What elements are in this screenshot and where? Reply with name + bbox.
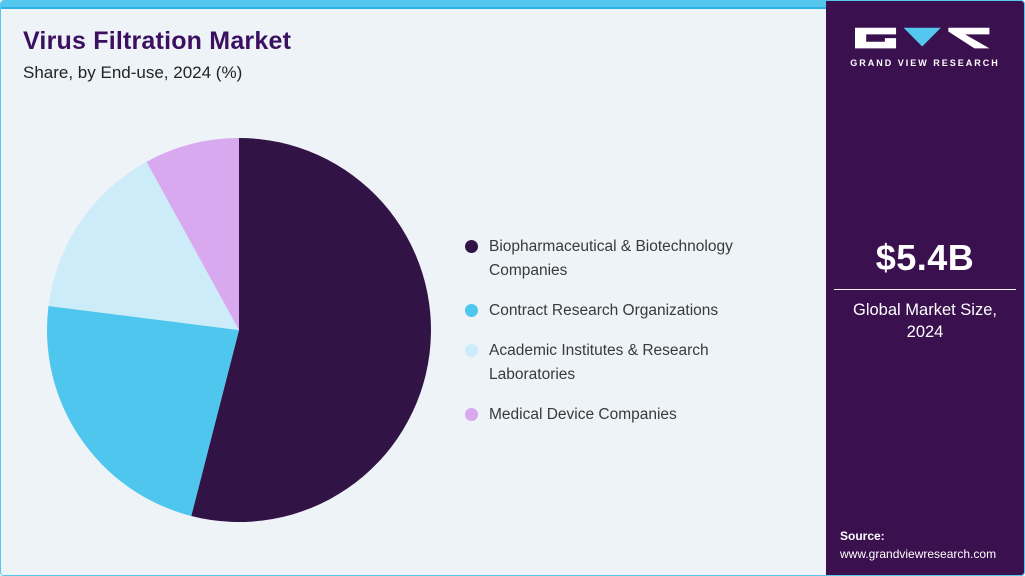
legend-item: Contract Research Organizations xyxy=(465,299,765,323)
page-subtitle: Share, by End-use, 2024 (%) xyxy=(23,63,243,82)
legend-item: Biopharmaceutical & Biotechnology Compan… xyxy=(465,235,765,283)
market-size-label: Global Market Size, 2024 xyxy=(853,301,997,342)
pie-chart xyxy=(46,138,431,522)
grandview-logo: GRAND VIEW RESEARCH xyxy=(826,27,1024,68)
legend-dot-icon xyxy=(465,408,478,421)
page-title: Virus Filtration Market xyxy=(23,27,292,55)
pie-slice-2 xyxy=(48,161,240,330)
chart-area: Virus Filtration Market Share, by End-us… xyxy=(1,1,826,575)
top-accent-bar xyxy=(1,1,826,9)
legend-dot-icon xyxy=(465,240,478,253)
grandview-logo-icon xyxy=(855,27,990,49)
brand-sidebar: GRAND VIEW RESEARCH $5.4B Global Market … xyxy=(826,1,1024,575)
legend-label: Biopharmaceutical & Biotechnology Compan… xyxy=(489,238,733,279)
chart-legend: Biopharmaceutical & Biotechnology Compan… xyxy=(465,235,765,427)
source-block: Source: www.grandviewresearch.com xyxy=(840,528,996,563)
legend-label: Academic Institutes & Research Laborator… xyxy=(489,342,709,383)
header: Virus Filtration Market Share, by End-us… xyxy=(23,27,291,83)
pie-slice-0 xyxy=(191,138,431,522)
legend-item: Medical Device Companies xyxy=(465,403,765,427)
pie-slice-3 xyxy=(146,138,239,330)
brand-name: GRAND VIEW RESEARCH xyxy=(850,58,1000,68)
market-size-value: $5.4B xyxy=(875,237,975,278)
source-label: Source: xyxy=(840,529,885,544)
pie-slice-1 xyxy=(46,305,240,516)
legend-item: Academic Institutes & Research Laborator… xyxy=(465,339,765,387)
legend-label: Medical Device Companies xyxy=(489,406,677,423)
divider xyxy=(834,289,1016,290)
market-size-block: $5.4B Global Market Size, 2024 xyxy=(826,237,1024,344)
legend-dot-icon xyxy=(465,304,478,317)
legend-label: Contract Research Organizations xyxy=(489,302,719,319)
source-url: www.grandviewresearch.com xyxy=(840,546,997,561)
legend-dot-icon xyxy=(465,344,478,357)
